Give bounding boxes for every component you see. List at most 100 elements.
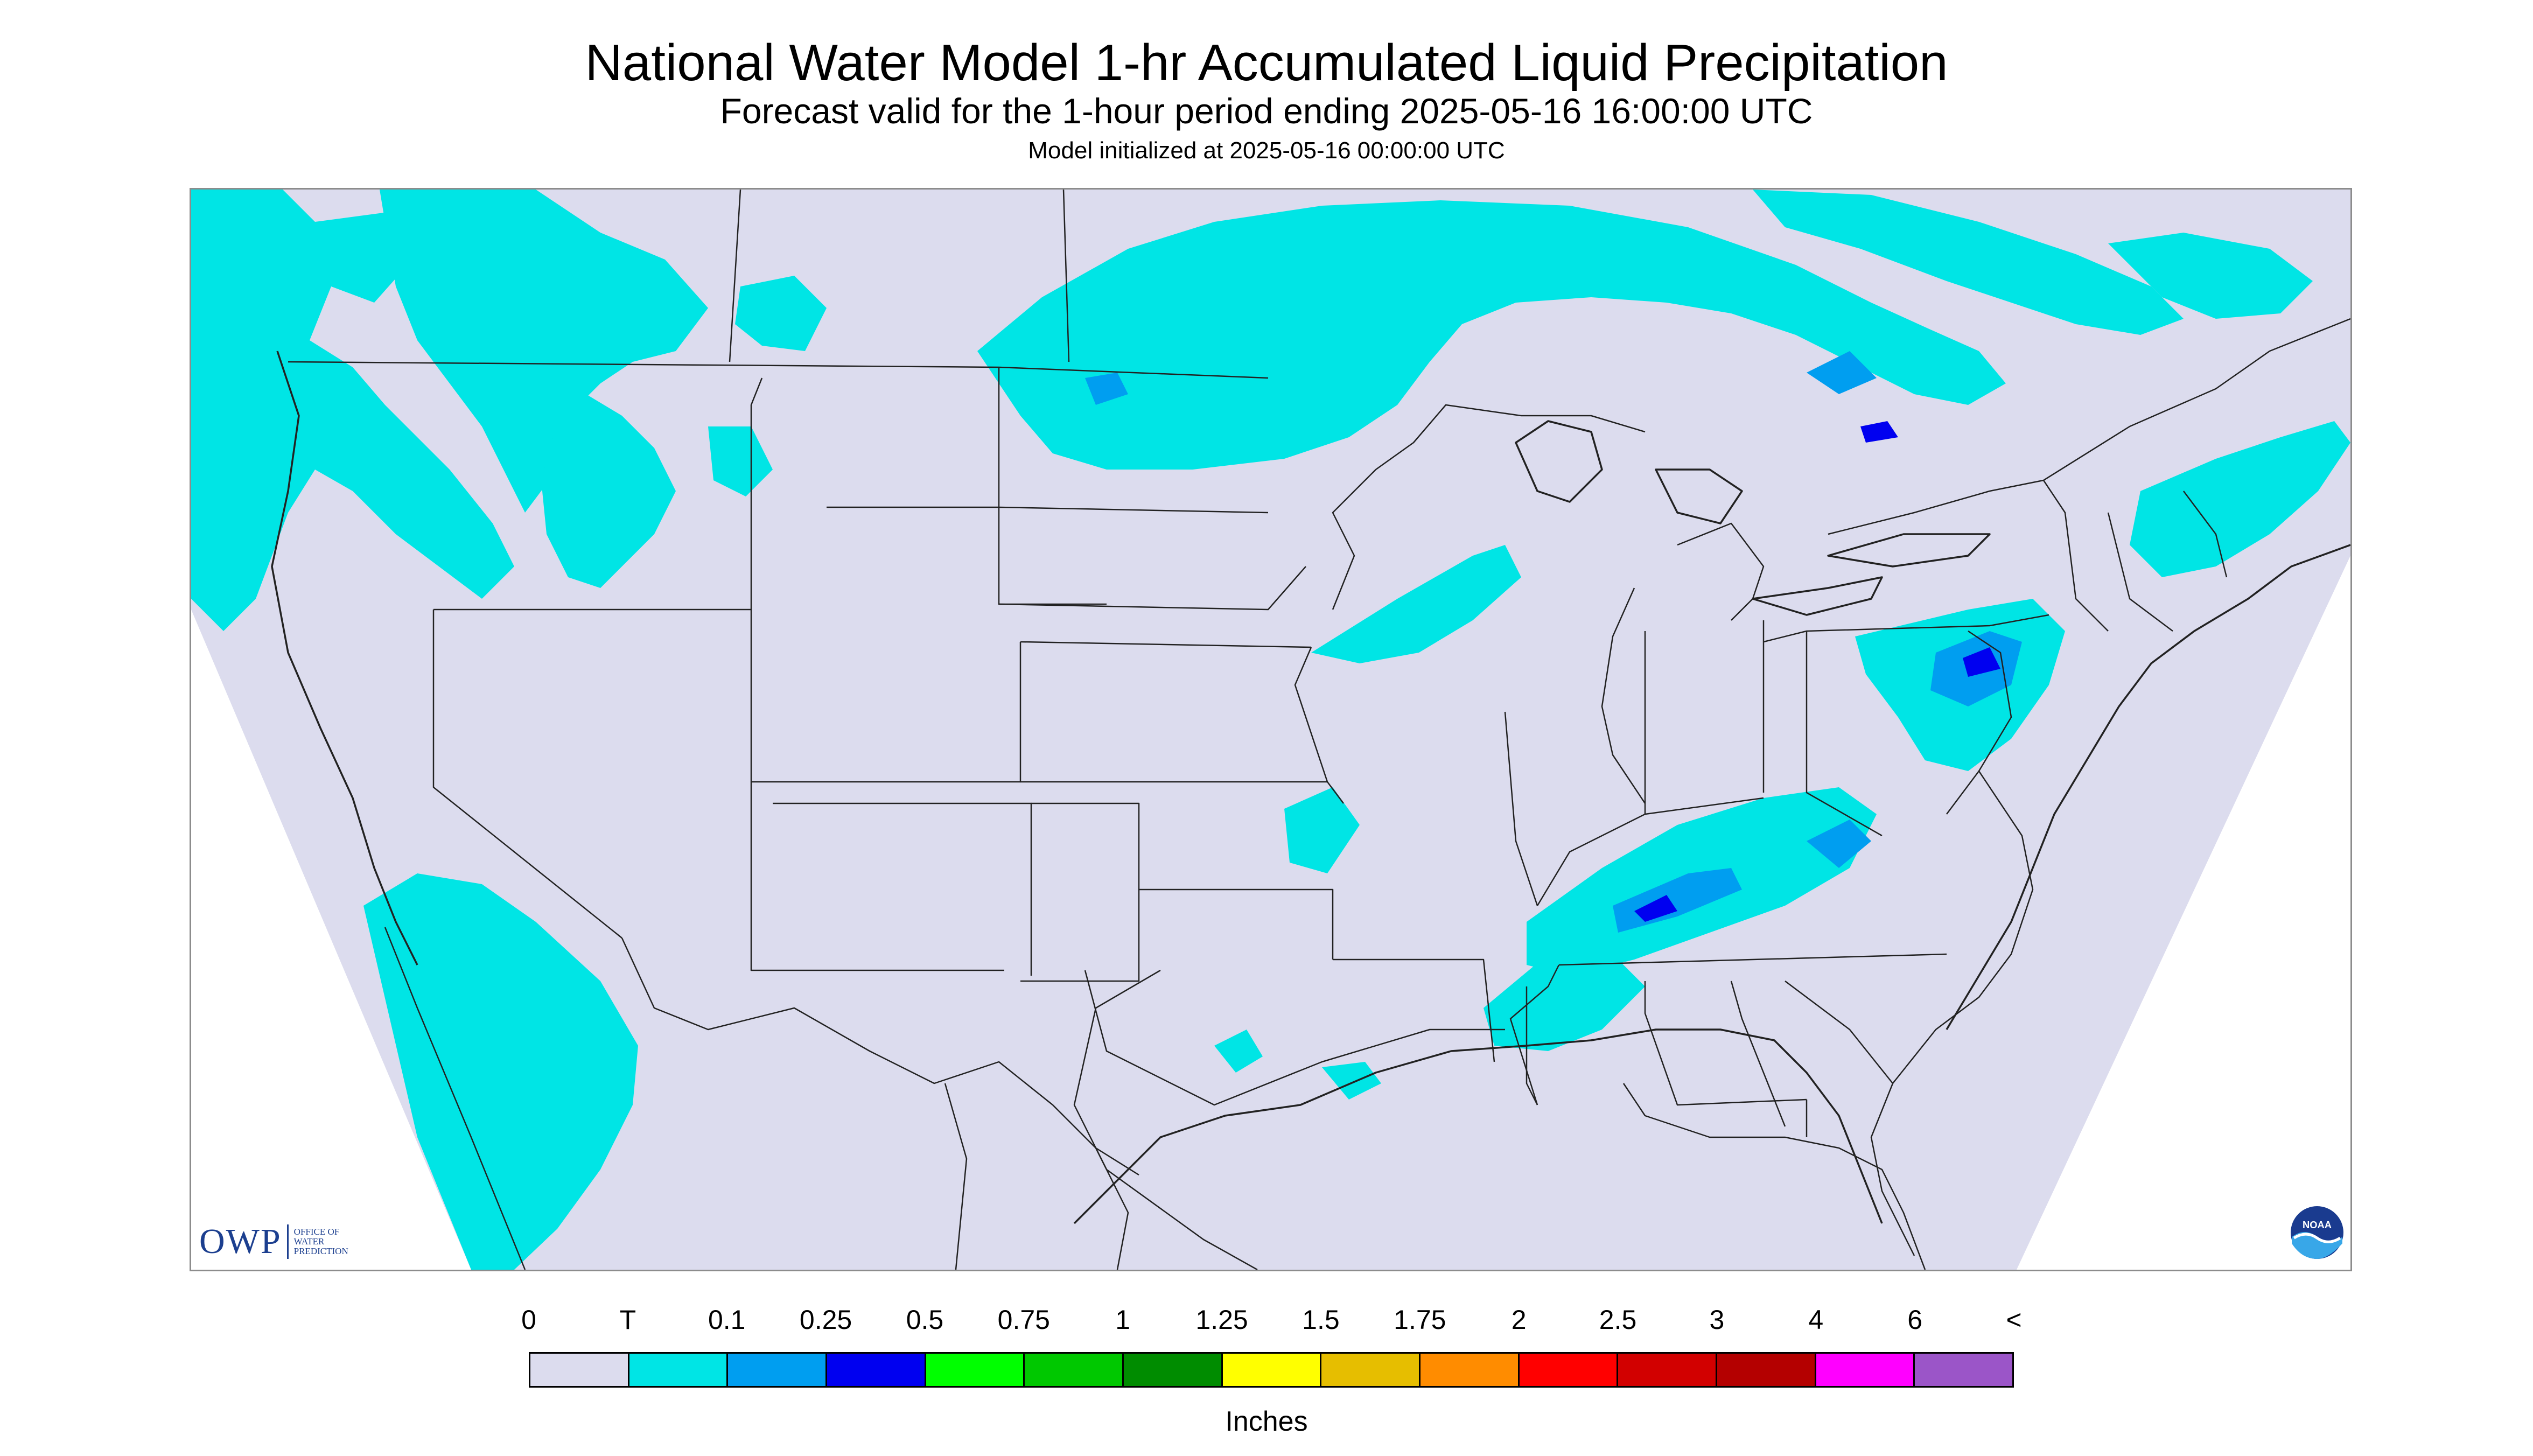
precip-area-southern-canada-east	[1753, 190, 2184, 335]
state-boundary-line	[432, 610, 622, 939]
legend-swatch	[1717, 1354, 1816, 1386]
legend-swatch	[728, 1354, 828, 1386]
legend-swatch	[530, 1354, 629, 1386]
state-boundary-line	[1020, 641, 1312, 648]
map-title: National Water Model 1-hr Accumulated Li…	[585, 34, 1948, 92]
state-boundary-line	[1509, 964, 1560, 1105]
state-boundary-line	[2042, 480, 2109, 632]
precip-area-northern-plains	[977, 200, 2006, 470]
legend-swatch	[1915, 1354, 2013, 1386]
precip-area-arkansas-tennessee	[1484, 954, 1645, 1051]
state-boundary-line	[1677, 522, 1765, 621]
noaa-logo-icon: NOAA	[2291, 1206, 2343, 1259]
legend-swatch	[1816, 1354, 1915, 1386]
state-boundary-line	[1526, 986, 1538, 1105]
legend-label: 1.75	[1394, 1305, 1446, 1335]
forecast-valid-subtitle: Forecast valid for the 1-hour period end…	[720, 91, 1813, 131]
legend-swatch	[827, 1354, 926, 1386]
state-boundary-line	[750, 782, 1004, 971]
precip-moderate-pennsylvania	[1963, 647, 2000, 677]
state-boundary-line	[944, 1083, 968, 1270]
legend-swatch	[1321, 1354, 1421, 1386]
owp-line-3: PREDICTION	[293, 1245, 348, 1256]
legend-units-label: Inches	[1225, 1406, 1308, 1437]
precip-area-new-england	[2130, 421, 2350, 577]
state-boundaries	[288, 190, 2350, 1270]
state-boundary-line	[1763, 614, 2049, 643]
state-boundary-line	[2107, 512, 2173, 632]
legend-label: 6	[1907, 1305, 1923, 1335]
coastline	[1946, 544, 2350, 1030]
state-boundary-line	[729, 190, 741, 362]
legend-swatch	[1618, 1354, 1718, 1386]
owp-line-1: OFFICE OF	[293, 1227, 340, 1237]
legend-label: T	[619, 1305, 636, 1335]
state-boundary-line	[621, 937, 1139, 1176]
state-boundary-line	[1020, 890, 1140, 982]
coastline	[1515, 420, 1603, 503]
state-boundary-line	[1095, 1147, 1129, 1270]
legend-label: 0.1	[708, 1305, 746, 1335]
state-boundary-line	[1333, 958, 1495, 1062]
owp-text-block: OFFICE OF WATER PREDICTION	[294, 1227, 348, 1256]
precip-area-montana-east	[708, 426, 773, 496]
state-boundary-line	[1644, 981, 1807, 1106]
state-boundary-line	[1892, 771, 2034, 1084]
legend-swatch	[1124, 1354, 1223, 1386]
legend-label: 4	[1808, 1305, 1824, 1335]
precip-area-texas-coast	[1214, 1030, 1263, 1073]
precip-moderate-ontario	[1860, 421, 1898, 443]
state-boundary-line	[1332, 404, 1646, 610]
precip-light-virginia	[1807, 820, 1871, 868]
state-boundary-line	[2183, 491, 2228, 578]
state-boundary-line	[1073, 969, 1258, 1270]
legend-label: 2.5	[1599, 1305, 1637, 1335]
coastlines	[271, 351, 2350, 1224]
owp-line-2: WATER	[293, 1236, 325, 1247]
coastline	[1655, 468, 1743, 524]
noaa-logo-text: NOAA	[2303, 1219, 2332, 1230]
legend-swatch	[1519, 1354, 1619, 1386]
owp-logo: OWP OFFICE OF WATER PREDICTION	[199, 1221, 348, 1262]
state-boundary-line	[1062, 190, 1070, 362]
state-boundary-line	[1601, 587, 1646, 804]
legend-label: 0	[521, 1305, 536, 1335]
state-boundary-line	[1870, 1083, 1915, 1256]
state-boundary-line	[1806, 631, 1883, 837]
precip-area-idaho-montana	[380, 190, 708, 513]
owp-wordmark: OWP	[199, 1222, 282, 1261]
state-boundary-line	[384, 927, 526, 1270]
precip-light-nd	[1085, 373, 1128, 405]
state-boundary-line	[1785, 981, 1893, 1084]
legend-label: 0.5	[906, 1305, 944, 1335]
precip-area-gulf	[1322, 1062, 1381, 1100]
legend-labels: 0 T 0.1 0.25 0.5 0.75 1 1.25 1.5 1.75 2 2.5 3 4 6 <	[0, 1304, 2533, 1342]
state-boundary-line	[1084, 970, 1505, 1106]
precip-area-pacific-northwest	[191, 190, 514, 631]
precip-area-ozarks	[1284, 787, 1360, 873]
coastline	[1073, 1028, 1883, 1224]
precip-area-western-montana	[541, 383, 676, 588]
state-boundary-line	[1946, 630, 2012, 815]
precip-area-quebec	[2108, 233, 2313, 319]
owp-divider	[286, 1224, 289, 1259]
coastline	[1827, 533, 1991, 568]
state-boundary-line	[1536, 797, 1764, 906]
legend-label: 3	[1709, 1305, 1725, 1335]
state-boundary-line	[998, 566, 1306, 611]
legend-label: 1	[1115, 1305, 1131, 1335]
legend-swatch	[926, 1354, 1025, 1386]
state-boundary-line	[1622, 1083, 1926, 1270]
legend-swatch	[1222, 1354, 1322, 1386]
state-boundary-line	[1730, 981, 1786, 1127]
precip-moderate-kentucky	[1634, 895, 1677, 922]
precip-area-iowa-wisconsin-band	[1311, 545, 1521, 663]
state-boundary-line	[1294, 647, 1328, 782]
precip-trace-areas	[191, 190, 2350, 1270]
precip-light-ontario	[1807, 351, 1877, 394]
model-init-line: Model initialized at 2025-05-16 00:00:00…	[1028, 137, 1505, 164]
legend-label: 0.25	[799, 1305, 852, 1335]
legend-label: 0.75	[997, 1305, 1050, 1335]
state-boundary-line	[750, 377, 763, 610]
legend-swatch	[629, 1354, 729, 1386]
